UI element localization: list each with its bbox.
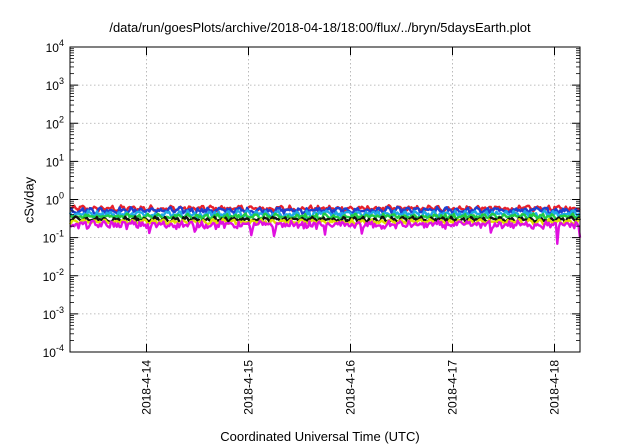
- series-line: [69, 215, 582, 224]
- series-line: [69, 219, 582, 246]
- y-tick-label: 101: [46, 152, 64, 169]
- y-tick-label: 10-2: [43, 267, 64, 284]
- x-axis-label: Coordinated Universal Time (UTC): [220, 429, 420, 444]
- x-tick-label: 2018-4-16: [344, 360, 358, 415]
- y-tick-label: 104: [46, 38, 64, 55]
- chart-title: /data/run/goesPlots/archive/2018-04-18/1…: [109, 20, 531, 35]
- x-tick-label: 2018-4-17: [446, 360, 460, 415]
- x-tick-label: 2018-4-15: [242, 360, 256, 415]
- x-tick-label: 2018-4-14: [140, 360, 154, 415]
- y-tick-label: 102: [46, 114, 64, 131]
- x-tick-label: 2018-4-18: [548, 360, 562, 415]
- y-tick-label: 10-3: [43, 305, 64, 322]
- tick-layer: 10-4 10-3 10-2 10-1 100 101 102 103 104 2018-4-14…: [43, 38, 580, 415]
- y-tick-label: 10-1: [43, 229, 64, 246]
- y-tick-label: 103: [46, 76, 64, 93]
- y-tick-label: 100: [46, 191, 64, 208]
- series-layer: [68, 203, 582, 246]
- grid-layer: [70, 47, 580, 352]
- y-tick-label: 10-4: [43, 343, 64, 360]
- series-line: [68, 217, 581, 226]
